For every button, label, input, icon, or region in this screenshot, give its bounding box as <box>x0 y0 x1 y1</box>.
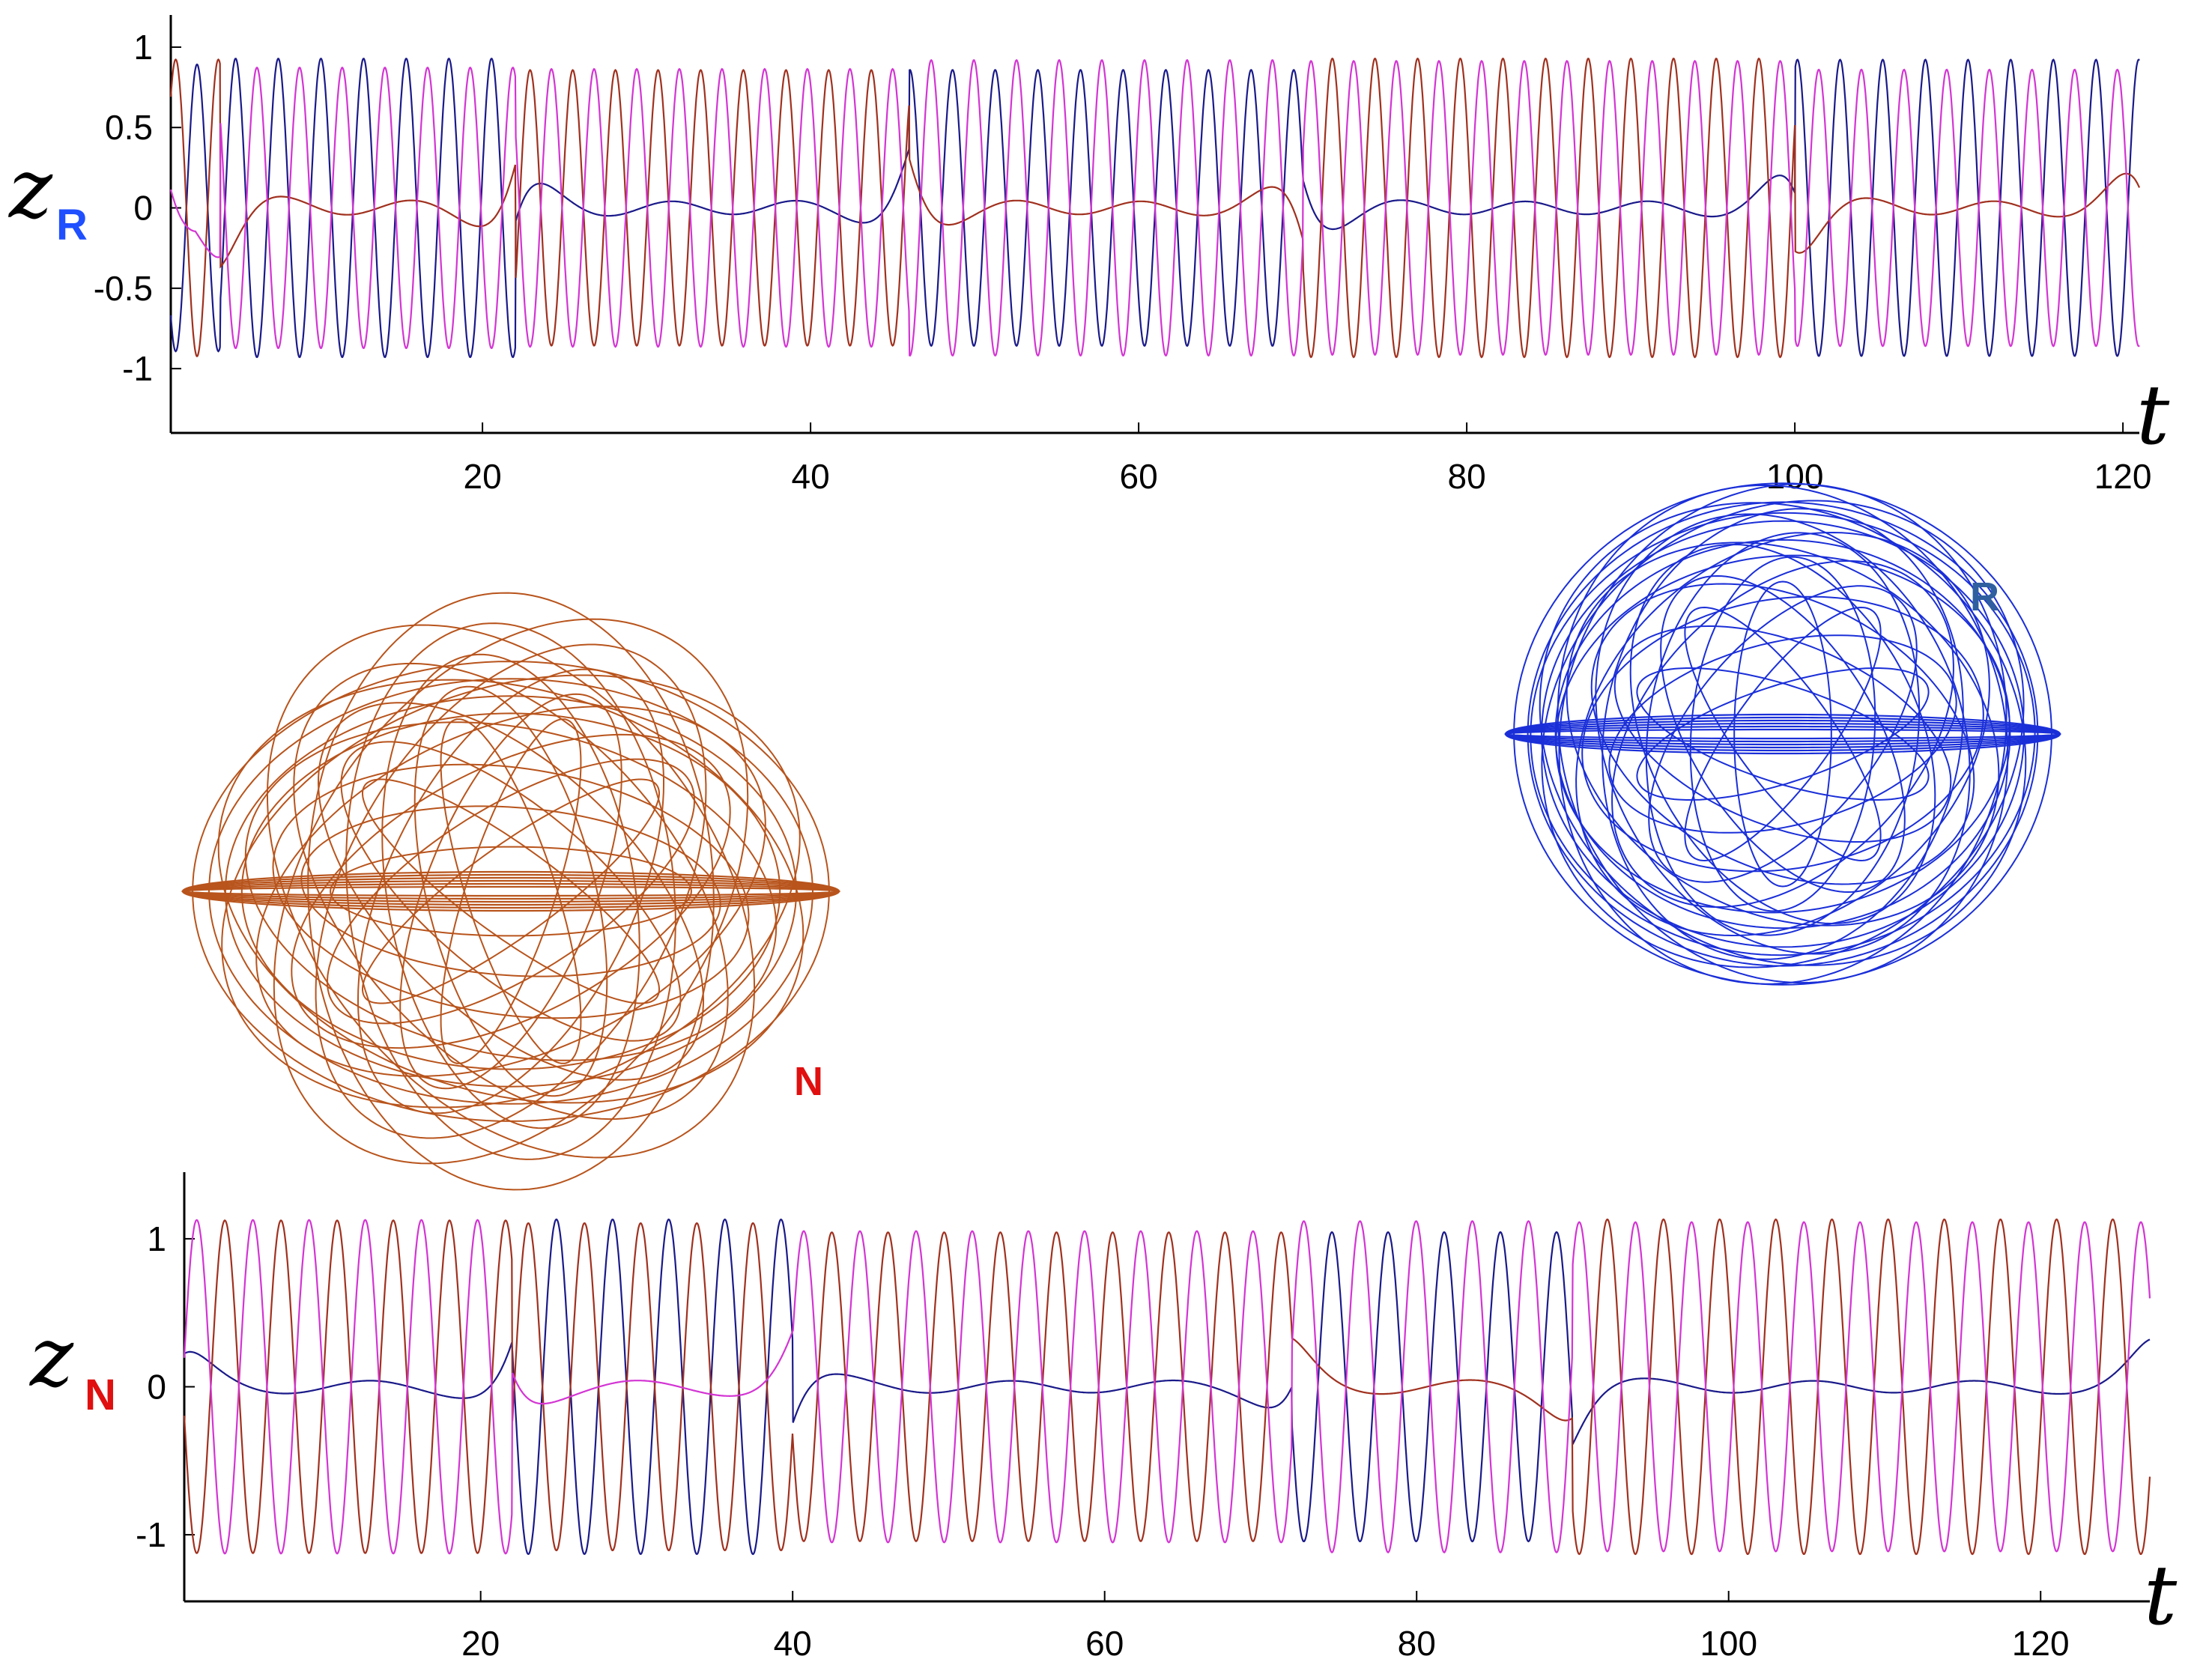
orbit-N-loop <box>244 721 778 1061</box>
orbit-R-loop <box>1733 580 1832 888</box>
orbit-R-loop <box>1613 625 1952 843</box>
orbit-R-band <box>1503 728 2062 740</box>
orbit-N-loop <box>300 805 721 977</box>
orbit-N-band <box>181 885 841 897</box>
orbit-R-label: R <box>1970 574 1999 619</box>
y-tick-label: -1 <box>122 349 153 388</box>
orbit-N-loop <box>330 846 692 937</box>
x-tick-label: 120 <box>2012 1624 2070 1663</box>
orbit-N-loop <box>362 778 660 1004</box>
bottom-y-axis-symbol: z <box>28 1309 74 1405</box>
series-line-magenta <box>183 1219 2151 1555</box>
orbit-R-outer-loop <box>1554 539 2011 930</box>
orbit-N-loop <box>307 592 715 1191</box>
orbit-N-label: N <box>794 1059 823 1104</box>
orbit-N-loop <box>440 718 582 1064</box>
top-y-axis-subscript: R <box>56 201 88 249</box>
top-x-axis-symbol: t <box>2136 367 2170 463</box>
orbit-N-band <box>181 873 840 909</box>
y-tick-label: -1 <box>136 1515 166 1554</box>
x-tick-label: 120 <box>2094 457 2152 496</box>
x-tick-label: 80 <box>1448 457 1486 496</box>
series-line-blue <box>184 1218 2151 1556</box>
orbit-N-loop <box>326 758 696 1025</box>
top-timeseries-chart: 20 40 60 80 100 120 1 0.5 0 -0.5 -1 <box>94 15 2152 496</box>
bottom-timeseries-chart: 20 40 60 80 100 120 1 0 -1 <box>136 1172 2151 1663</box>
orbit-N-band <box>181 870 840 912</box>
orbit-N-outer-loop <box>207 678 814 1105</box>
orbit-R-outer-loop <box>1541 520 2025 948</box>
y-tick-label: 0 <box>133 189 153 228</box>
orbit-R-band <box>1504 719 2061 749</box>
bottom-y-axis-subscript: N <box>85 1371 116 1419</box>
orbit-N-loop <box>440 718 582 1064</box>
orbit-N-loop <box>273 618 749 1165</box>
x-tick-label: 100 <box>1700 1624 1757 1663</box>
orbit-N-loop <box>413 685 608 1097</box>
bottom-x-axis-symbol: t <box>2144 1547 2178 1643</box>
orbit-R-band <box>1504 716 2061 752</box>
orbit-R-loop <box>1530 512 2036 956</box>
x-tick-label: 60 <box>1085 1624 1124 1663</box>
y-tick-label: 1 <box>147 1219 166 1258</box>
y-tick-label: -0.5 <box>94 269 153 308</box>
x-tick-label: 100 <box>1766 457 1824 496</box>
orbit-N-loop <box>217 679 804 1104</box>
orbit-R-outer-loop <box>1527 501 2039 967</box>
orbit-N-loop <box>357 668 664 1115</box>
y-tick-label: 0 <box>147 1368 166 1407</box>
orbit-N-band <box>181 876 840 906</box>
x-tick-label: 40 <box>792 457 830 496</box>
orbit-R-loop <box>1689 556 1876 912</box>
x-tick-label: 20 <box>461 1624 500 1663</box>
series-line-red <box>183 1218 2151 1556</box>
orbit-N-loop <box>399 693 622 1090</box>
orbit-N-loop <box>266 624 756 1159</box>
orbit-N-loop <box>362 778 660 1004</box>
x-tick-label: 40 <box>774 1624 812 1663</box>
orbit-R-loop <box>1684 606 1882 862</box>
orbit-N-loop <box>340 741 682 1042</box>
orbit-N-loop <box>255 706 766 1077</box>
orbit-R-outer-loop <box>1513 482 2052 986</box>
orbit-N-outer-loop <box>224 695 798 1088</box>
orbit-N-loop <box>291 733 731 1049</box>
y-tick-label: 0.5 <box>105 108 153 147</box>
orbit-R-loop <box>1684 606 1882 862</box>
orbit-N-outer-loop <box>192 661 830 1122</box>
series-line-magenta <box>169 59 2140 357</box>
orbit-R-loop <box>1581 595 1984 873</box>
orbit-R-loop <box>1590 583 1975 885</box>
orbit-R-loop <box>1645 532 1921 936</box>
orbit-N-loop <box>381 653 640 1129</box>
orbit-N-loop <box>315 643 707 1139</box>
orbit-R-loop <box>1602 508 1964 960</box>
orbit-R-loop <box>1541 500 2025 968</box>
orbit-N-loop <box>272 763 750 1019</box>
y-tick-label: 1 <box>133 28 153 67</box>
orbit-R-band <box>1504 713 2061 755</box>
top-y-axis-symbol: z <box>7 141 53 237</box>
orbit-N-loop <box>345 622 676 1160</box>
orbit-R-loop <box>1608 634 1957 834</box>
orbit-R-plot <box>1503 482 2062 986</box>
orbit-N-loop <box>221 674 801 1109</box>
orbit-R-loop <box>1539 502 2027 966</box>
x-tick-label: 20 <box>464 457 502 496</box>
x-tick-label: 80 <box>1398 1624 1436 1663</box>
orbit-N-outer-loop <box>240 712 781 1070</box>
orbit-R-loop <box>1636 667 1930 801</box>
orbit-R-loop <box>1660 574 1906 894</box>
orbit-R-loop <box>1636 667 1930 801</box>
x-tick-label: 60 <box>1120 457 1158 496</box>
orbit-N-plot <box>181 592 841 1191</box>
